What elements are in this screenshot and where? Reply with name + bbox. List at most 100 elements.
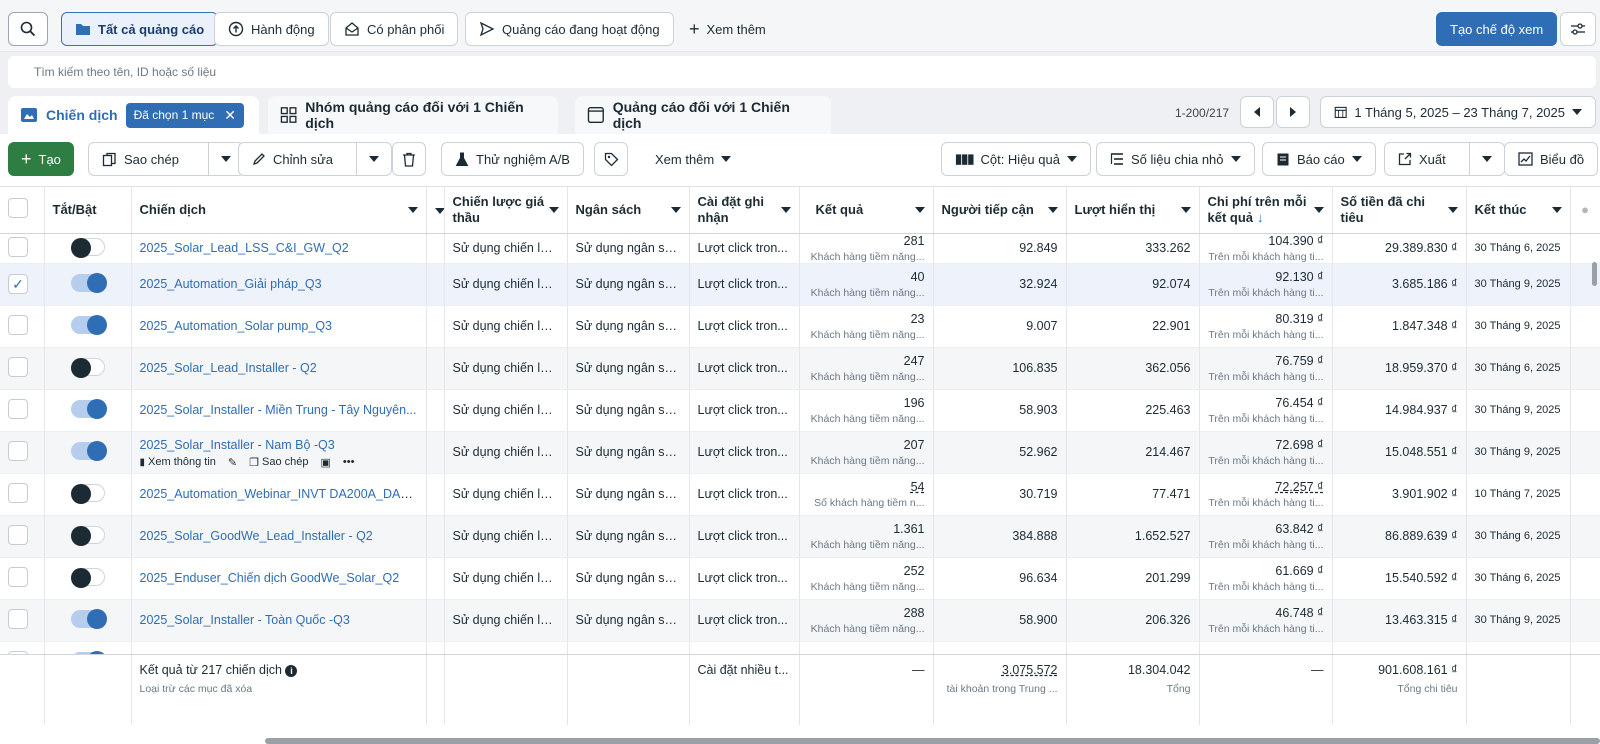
delivery-toggle[interactable] [70,525,105,546]
tab-ads[interactable]: Quảng cáo đối với 1 Chiến dịch [575,96,831,134]
table-row[interactable]: 2025_Solar_GoodWe_Lead_Installer - Q2 Sử … [0,515,1600,558]
pencil-icon[interactable]: ✎ [227,456,238,469]
tab-adsets[interactable]: Nhóm quảng cáo đối với 1 Chiến dịch [268,96,558,134]
table-row[interactable]: 2025_Solar_Installer - Nam Bộ -Q3 ▮ Xem th… [0,431,1600,474]
filter-delivered[interactable]: Có phân phối [330,12,459,46]
delivery-toggle[interactable] [70,567,105,588]
table-row[interactable]: 2025_Solar_Installer - Toàn Quốc -Q3 Sử d… [0,599,1600,642]
create-button[interactable]: + Tạo [8,142,74,176]
edit-dropdown[interactable] [356,143,391,175]
row-checkbox[interactable] [8,356,28,377]
campaign-name-link[interactable]: 2025_Solar_Lead_Installer - Q2 [139,361,317,375]
campaign-name-link[interactable]: 2025_Solar_GoodWe_Lead_Installer - Q2 [139,529,373,543]
delivery-toggle[interactable] [70,440,107,461]
table-row[interactable]: 2025_Automation_Webinar_INVT DA200A_DA1.… [0,473,1600,516]
totals-reach: 3.075.572 tài khoản trong Trung ... [933,655,1067,725]
vertical-scrollbar[interactable] [1592,262,1597,286]
table-row[interactable]: ✓ 2025_Automation_Giải pháp_Q3 Sử dụng chi… [0,263,1600,306]
header-budget[interactable]: Ngân sách [567,187,690,234]
select-all-checkbox[interactable] [8,198,28,219]
reports-button[interactable]: Báo cáo [1262,142,1376,176]
amount-spent-cell: 3.685.186 ₫ [1332,263,1467,306]
delivery-toggle[interactable] [70,314,107,335]
totals-label-cell: Kết quả từ 217 chiến dịch i Loại trừ các… [131,655,427,725]
table-row[interactable]: 2025_Solar_Lead_LSS_C&I_GW_Q2 Sử dụng chi… [0,233,1600,264]
row-checkbox[interactable] [8,566,28,587]
campaign-name-link[interactable]: 2025_Solar_Lead_LSS_C&I_GW_Q2 [139,241,349,255]
delivery-toggle[interactable] [70,272,107,293]
row-checkbox[interactable] [8,524,28,545]
duplicate-action[interactable]: ❐ Sao chép [249,456,308,469]
info-icon[interactable]: i [285,665,298,677]
columns-button[interactable]: ▮▮▮ Cột: Hiệu quả [941,142,1091,176]
export-button[interactable]: Xuất [1384,142,1505,176]
edit-button[interactable]: Chỉnh sửa [238,142,393,176]
campaign-name-link[interactable]: 2025_Automation_Solar pump_Q3 [139,319,333,333]
close-icon[interactable]: ✕ [224,106,237,123]
row-checkbox[interactable] [8,608,28,629]
image-icon[interactable]: ▣ [320,456,331,469]
header-attribution[interactable]: Cài đặt ghi nhận [689,187,800,234]
search-input[interactable]: Tìm kiếm theo tên, ID hoặc số liệu [8,56,1596,88]
tag-button[interactable] [594,142,628,176]
charts-button[interactable]: Biểu đồ [1504,142,1599,176]
row-checkbox[interactable] [8,236,28,257]
create-view-button[interactable]: Tạo chế độ xem [1436,12,1558,46]
more-icon[interactable]: ••• [342,456,355,468]
row-checkbox[interactable] [8,440,28,461]
header-settings[interactable]: ● [1570,187,1600,234]
breakdown-button[interactable]: Số liệu chia nhỏ [1096,142,1255,176]
filter-all-ads[interactable]: Tất cả quảng cáo [61,12,219,46]
header-impressions[interactable]: Lượt hiển thị [1066,187,1200,234]
duplicate-dropdown[interactable] [207,143,243,175]
row-select-cell [0,431,45,474]
table-row[interactable]: 2025_Enduser_Chiến dịch GoodWe_Solar_Q2 S… [0,557,1600,600]
export-dropdown[interactable] [1468,143,1504,175]
campaign-name-link[interactable]: 2025_Solar_Installer - Toàn Quốc -Q3 [139,613,350,627]
delivery-toggle[interactable] [70,398,107,419]
header-reach[interactable]: Người tiếp cận [933,187,1067,234]
table-row[interactable]: 2025_Automation_Solar pump_Q3 Sử dụng chi… [0,305,1600,348]
attribution-cell: Lượt click tron... [689,473,800,516]
duplicate-button[interactable]: Sao chép [88,142,244,176]
row-checkbox[interactable] [8,314,28,335]
row-checkbox[interactable] [8,482,28,503]
header-results[interactable]: Kết quả [799,187,934,234]
filter-active-ads[interactable]: Quảng cáo đang hoạt động [465,12,674,46]
filter-actions[interactable]: Hành động [214,12,329,46]
date-range-picker[interactable]: 1 Tháng 5, 2025 – 23 Tháng 7, 2025 [1320,96,1596,128]
delete-button[interactable] [392,142,426,176]
campaign-name-link[interactable]: 2025_Automation_Giải pháp_Q3 [139,277,322,291]
delivery-toggle[interactable] [70,608,107,629]
more-actions-button[interactable]: Xem thêm [642,142,744,176]
row-checkbox[interactable]: ✓ [8,274,28,294]
campaign-name-link[interactable]: 2025_Solar_Installer - Miền Trung - Tây … [139,403,417,417]
view-settings-button[interactable] [1560,12,1596,46]
next-page-button[interactable] [1276,96,1310,128]
tab-campaigns[interactable]: Chiến dịch Đã chọn 1 mục ✕ [8,96,259,134]
view-details-action[interactable]: ▮ Xem thông tin [140,456,216,468]
header-ends[interactable]: Kết thúc [1466,187,1571,234]
header-amount-spent[interactable]: Số tiền đã chi tiêu [1332,187,1467,234]
delivery-toggle[interactable] [70,483,105,504]
filter-more[interactable]: + Xem thêm [676,12,779,46]
ab-test-button[interactable]: Thử nghiệm A/B [441,142,584,176]
search-button[interactable] [8,12,48,46]
delivery-toggle[interactable] [70,357,105,378]
campaign-name-link[interactable]: 2025_Automation_Webinar_INVT DA200A_DA1.… [139,487,418,501]
horizontal-scrollbar[interactable] [265,738,1600,744]
selected-chip[interactable]: Đã chọn 1 mục ✕ [125,102,245,128]
delivery-toggle[interactable] [70,237,105,258]
table-row[interactable]: 2025_Solar_Lead_Installer - Q2 Sử dụng ch… [0,347,1600,390]
campaign-name-link[interactable]: 2025_Enduser_Chiến dịch GoodWe_Solar_Q2 [139,571,400,585]
header-cost-per-result[interactable]: Chi phí trên mỗi kết quả ↓ [1199,187,1333,234]
table-row[interactable]: 2025_Solar_Installer - Miền Trung - Tây … [0,389,1600,432]
header-bid-strategy[interactable]: Chiến lược giá thầu [444,187,568,234]
row-checkbox[interactable] [8,398,28,419]
header-campaign[interactable]: Chiến dịch [131,187,427,234]
header-spacer[interactable] [426,187,445,234]
filter-all-ads-label: Tất cả quảng cáo [98,21,205,37]
campaign-name-link[interactable]: 2025_Solar_Installer - Nam Bộ -Q3 [139,437,335,452]
column-settings-icon[interactable]: ● [1581,202,1589,218]
prev-page-button[interactable] [1240,96,1274,128]
